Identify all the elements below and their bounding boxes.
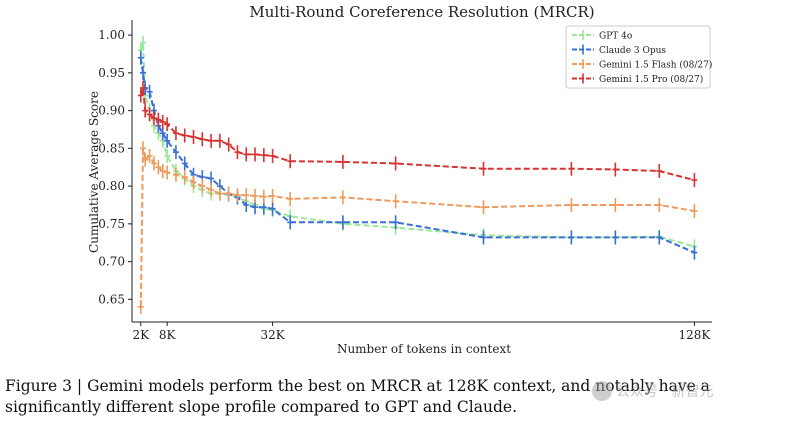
- y-tick-label: 0.85: [98, 141, 125, 155]
- x-tick-label: 128K: [678, 328, 711, 342]
- y-tick-label: 0.70: [98, 255, 125, 269]
- x-tick-label: 32K: [260, 328, 285, 342]
- watermark-text: 公众号 · 新智元: [616, 384, 714, 400]
- y-axis-label: Cumulative Average Score: [87, 91, 101, 253]
- mrcr-chart: Multi-Round Coreference Resolution (MRCR…: [87, 3, 712, 356]
- figure-caption: Figure 3 | Gemini models perform the bes…: [5, 377, 710, 416]
- chart-title: Multi-Round Coreference Resolution (MRCR…: [249, 3, 594, 21]
- x-tick-label: 8K: [159, 328, 177, 342]
- axes: 1.00 0.95 0.90 0.85 0.80 0.75 0.70 0.65 2K 8K 32K 1…: [98, 20, 712, 342]
- y-tick-label: 0.90: [98, 104, 125, 118]
- y-tick-label: 0.80: [98, 179, 125, 193]
- wechat-logo-icon: [592, 381, 612, 401]
- legend-box: [565, 25, 711, 89]
- series-layer: [137, 35, 698, 314]
- series-line: [139, 87, 695, 182]
- legend-label: GPT 4o: [599, 32, 632, 42]
- watermark: 公众号 · 新智元: [592, 381, 713, 401]
- legend-label: Gemini 1.5 Pro (08/27): [599, 74, 703, 85]
- x-axis-label: Number of tokens in context: [337, 342, 511, 356]
- x-tick-label: 2K: [132, 328, 150, 342]
- y-tick-label: 1.00: [98, 28, 125, 42]
- legend-label: Gemini 1.5 Flash (08/27): [599, 60, 712, 71]
- series-3: [137, 80, 698, 188]
- legend-label: Claude 3 Opus: [599, 46, 666, 56]
- legend: GPT 4o Claude 3 Opus Gemini 1.5 Flash (08/…: [565, 25, 712, 89]
- series-2: [137, 141, 698, 314]
- y-tick-label: 0.75: [98, 217, 125, 231]
- series-line: [139, 148, 695, 307]
- y-tick-label: 0.95: [98, 66, 125, 80]
- y-tick-label: 0.65: [98, 292, 125, 306]
